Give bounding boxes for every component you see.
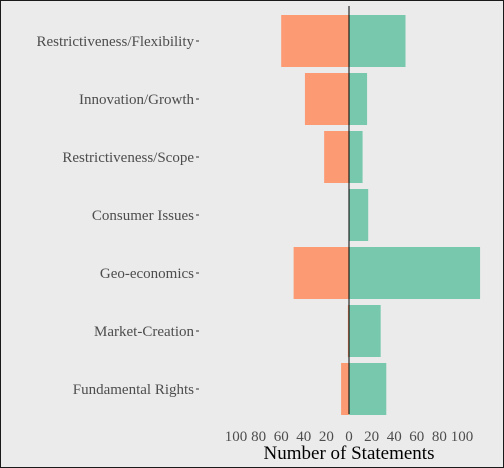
x-tick-label: 60 (274, 429, 289, 445)
bar-left-1 (304, 73, 349, 125)
bars-layer (281, 15, 481, 415)
category-label: Restrictiveness/Flexibility (37, 34, 195, 50)
x-tick-label: 0 (345, 429, 353, 445)
category-label: Geo-economics (100, 266, 194, 282)
category-label: Fundamental Rights (73, 382, 194, 398)
bar-right-0 (349, 15, 406, 67)
x-tick-label: 20 (364, 429, 379, 445)
bar-left-5 (347, 305, 349, 357)
x-tick-label: 40 (296, 429, 311, 445)
category-labels: Restrictiveness/Flexibility Innovation/Gr… (37, 34, 199, 398)
x-tick-label: 80 (432, 429, 447, 445)
bar-right-3 (349, 189, 369, 241)
bar-right-2 (349, 131, 363, 183)
x-tick-label: 80 (251, 429, 266, 445)
x-tick-label: 100 (451, 429, 474, 445)
bar-left-0 (281, 15, 349, 67)
bar-right-1 (349, 73, 368, 125)
bar-left-6 (341, 363, 349, 415)
x-tick-labels: 100 80 60 40 20 0 20 40 60 80 100 (225, 429, 474, 445)
category-label: Market-Creation (94, 324, 194, 340)
category-label: Innovation/Growth (79, 92, 194, 108)
x-tick-label: 40 (387, 429, 402, 445)
bar-right-5 (349, 305, 381, 357)
bar-right-4 (349, 247, 481, 299)
category-label: Restrictiveness/Scope (62, 150, 194, 166)
x-tick-label: 60 (409, 429, 424, 445)
x-tick-label: 100 (225, 429, 248, 445)
x-axis-title: Number of Statements (264, 443, 435, 464)
bar-left-2 (324, 131, 349, 183)
bar-right-6 (349, 363, 387, 415)
x-tick-label: 20 (319, 429, 334, 445)
category-label: Consumer Issues (92, 208, 194, 224)
bar-left-4 (293, 247, 349, 299)
